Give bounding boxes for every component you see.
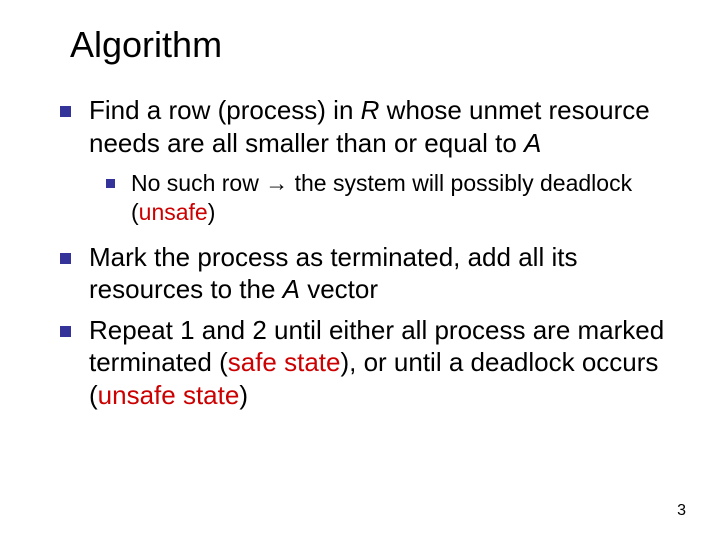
text-accent: safe state [228, 347, 341, 377]
text-run: vector [300, 274, 378, 304]
arrow-icon: → [265, 170, 288, 196]
bullet-item: Repeat 1 and 2 until either all process … [60, 314, 680, 412]
bullet-square-icon [60, 326, 71, 337]
text-italic: A [283, 274, 300, 304]
text-run: ) [239, 380, 248, 410]
text-run: ) [208, 199, 216, 225]
text-run: No such row [131, 170, 265, 196]
slide-title: Algorithm [70, 24, 680, 66]
bullet-square-icon [106, 179, 115, 188]
bullet-sub-item: No such row → the system will possibly d… [106, 169, 680, 227]
slide: Algorithm Find a row (process) in R whos… [0, 0, 720, 540]
bullet-item: Find a row (process) in R whose unmet re… [60, 94, 680, 159]
page-number: 3 [677, 502, 686, 520]
text-italic: R [361, 95, 380, 125]
bullet-square-icon [60, 253, 71, 264]
bullet-text: Repeat 1 and 2 until either all process … [89, 314, 680, 412]
text-run: Find a row (process) in [89, 95, 361, 125]
text-accent: unsafe [139, 199, 208, 225]
bullet-text: Mark the process as terminated, add all … [89, 241, 680, 306]
bullet-text: No such row → the system will possibly d… [131, 169, 680, 227]
text-italic: A [524, 128, 541, 158]
bullet-square-icon [60, 106, 71, 117]
bullet-item: Mark the process as terminated, add all … [60, 241, 680, 306]
bullet-text: Find a row (process) in R whose unmet re… [89, 94, 680, 159]
text-accent: unsafe state [98, 380, 240, 410]
